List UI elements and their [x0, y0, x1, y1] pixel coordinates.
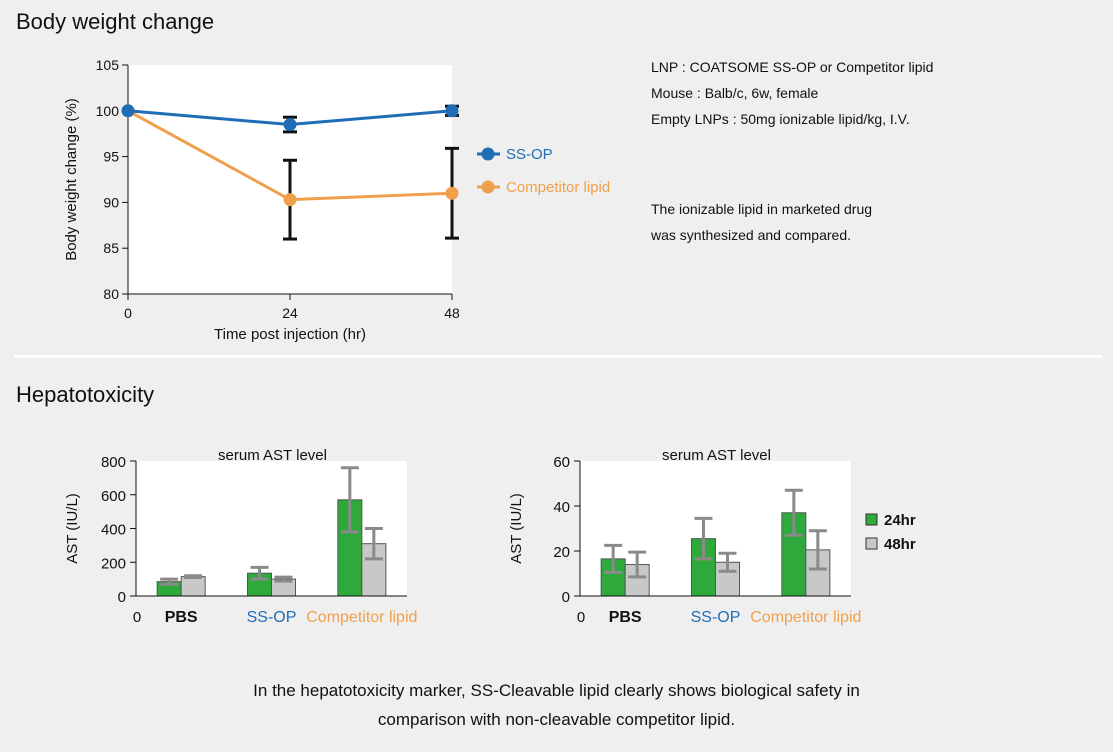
- legend-label-competitor: Competitor lipid: [506, 179, 610, 196]
- ast-2-title: serum AST level: [662, 447, 771, 464]
- section-title-hepatotoxicity: Hepatotoxicity: [16, 382, 155, 407]
- ast-1-y-tick-label: 600: [101, 488, 126, 505]
- ast-2-y-tick-label: 40: [553, 499, 570, 516]
- line-y-tick-label: 105: [96, 57, 120, 73]
- line-x-tick-label: 48: [444, 305, 460, 321]
- line-point-ss-op: [121, 104, 135, 118]
- legend-label-24hr: 24hr: [884, 512, 916, 529]
- ast-2-bar-24hr: [600, 558, 626, 597]
- legend-swatch-48hr: [865, 537, 878, 550]
- footer-conclusion: In the hepatotoxicity marker, SS-Cleavab…: [0, 676, 1113, 734]
- line-y-tick-label: 85: [103, 240, 119, 256]
- info-lnp: LNP : COATSOME SS-OP or Competitor lipid: [651, 59, 934, 75]
- ast-1-y-tick-label: 200: [101, 555, 126, 572]
- ast-1-category-label: Competitor lipid: [306, 609, 417, 626]
- ast-1-bar-48hr: [180, 576, 206, 597]
- ast-2-y-tick-label: 20: [553, 544, 570, 561]
- legend-label-48hr: 48hr: [884, 536, 916, 553]
- section-title-body-weight: Body weight change: [16, 9, 215, 34]
- ast-1-x-zero-label: 0: [133, 609, 141, 626]
- legend-swatch-24hr: [865, 513, 878, 526]
- ast-1-y-tick-label: 400: [101, 522, 126, 539]
- ast-2-y-axis-label: AST (IU/L): [508, 493, 525, 564]
- ast-2-category-label: SS-OP: [691, 609, 741, 626]
- line-y-tick-label: 100: [96, 103, 120, 119]
- info-note-1: The ionizable lipid in marketed drug: [651, 201, 873, 217]
- footer-line-2: comparison with non-cleavable competitor…: [377, 710, 736, 729]
- line-x-tick-label: 0: [124, 305, 132, 321]
- legend-marker-competitor: [481, 180, 495, 194]
- section-divider: [14, 355, 1102, 358]
- ast-1-y-axis-label: AST (IU/L): [64, 493, 81, 564]
- ast-1-title: serum AST level: [218, 447, 327, 464]
- ast-1-category-label: SS-OP: [247, 609, 297, 626]
- ast-2-category-label: Competitor lipid: [750, 609, 861, 626]
- ast-2-x-zero-label: 0: [577, 609, 585, 626]
- line-y-tick-label: 90: [103, 194, 119, 210]
- legend-label-ss-op: SS-OP: [506, 146, 553, 163]
- line-point-ss-op: [445, 104, 459, 118]
- line-y-tick-label: 95: [103, 149, 119, 165]
- ast-2-category-label: PBS: [609, 609, 642, 626]
- line-y-tick-label: 80: [103, 286, 119, 302]
- info-note-2: was synthesized and compared.: [651, 227, 851, 243]
- ast-1-y-tick-label: 800: [101, 454, 126, 471]
- line-x-tick-label: 24: [282, 305, 298, 321]
- line-point-ss-op: [283, 118, 297, 132]
- info-dose: Empty LNPs : 50mg ionizable lipid/kg, I.…: [651, 111, 910, 127]
- line-y-axis-label: Body weight change (%): [63, 98, 80, 261]
- legend-marker-ss-op: [481, 147, 495, 161]
- line-point-competitor: [283, 193, 297, 207]
- ast-2-y-tick-label: 0: [562, 589, 570, 606]
- footer-line-1: In the hepatotoxicity marker, SS-Cleavab…: [253, 681, 860, 700]
- line-x-axis-label: Time post injection (hr): [214, 326, 366, 343]
- ast-2-y-tick-label: 60: [553, 454, 570, 471]
- line-point-competitor: [445, 186, 459, 200]
- ast-1-y-tick-label: 0: [118, 589, 126, 606]
- ast-1-category-label: PBS: [165, 609, 198, 626]
- info-mouse: Mouse : Balb/c, 6w, female: [651, 85, 819, 101]
